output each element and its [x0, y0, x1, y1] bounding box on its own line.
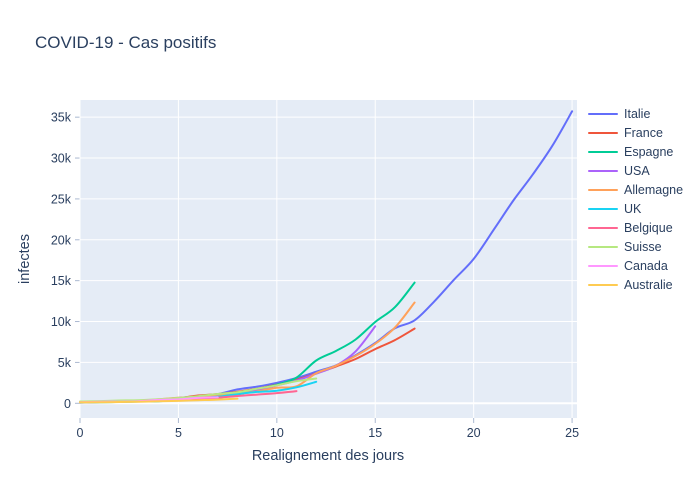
legend-item-espagne[interactable]: Espagne	[588, 142, 683, 161]
legend-label: Allemagne	[624, 182, 684, 197]
legend-line-swatch	[588, 207, 618, 210]
x-tick-label: 15	[368, 426, 382, 440]
legend: Italie France Espagne USA Allemagne UK Belgiqu…	[588, 104, 683, 294]
y-tick-label: 0	[64, 397, 71, 411]
legend-line-swatch	[588, 283, 618, 286]
legend-item-italie[interactable]: Italie	[588, 104, 683, 123]
plot-background[interactable]	[80, 100, 577, 418]
y-axis-title: infectes	[17, 234, 33, 284]
legend-item-canada[interactable]: Canada	[588, 256, 683, 275]
x-axis-title: Realignement des jours	[251, 448, 405, 464]
legend-line-swatch	[588, 150, 618, 153]
x-tick-label: 0	[77, 426, 84, 440]
legend-label: Espagne	[624, 144, 674, 159]
series-line-suisse[interactable]	[79, 377, 318, 403]
series-line-australie[interactable]	[79, 397, 239, 404]
y-tick-label: 10k	[51, 315, 72, 329]
legend-line-swatch	[588, 245, 618, 248]
legend-line-swatch	[588, 226, 618, 229]
x-tick-label: 20	[467, 426, 481, 440]
legend-label: UK	[624, 201, 642, 216]
x-tick-label: 5	[175, 426, 182, 440]
legend-line-swatch	[588, 169, 618, 172]
legend-item-suisse[interactable]: Suisse	[588, 237, 683, 256]
legend-item-allemagne[interactable]: Allemagne	[588, 180, 683, 199]
legend-item-belgique[interactable]: Belgique	[588, 218, 683, 237]
y-tick-label: 20k	[51, 233, 72, 247]
y-tick-label: 35k	[51, 111, 72, 125]
legend-line-swatch	[588, 131, 618, 134]
legend-label: Canada	[624, 258, 668, 273]
x-tick-label: 10	[270, 426, 284, 440]
legend-line-swatch	[588, 264, 618, 267]
legend-item-uk[interactable]: UK	[588, 199, 683, 218]
legend-item-usa[interactable]: USA	[588, 161, 683, 180]
y-tick-label: 15k	[51, 274, 72, 288]
legend-item-france[interactable]: France	[588, 123, 683, 142]
chart-title: COVID-19 - Cas positifs	[35, 33, 217, 52]
legend-label: Suisse	[624, 239, 662, 254]
legend-label: USA	[624, 163, 650, 178]
legend-item-australie[interactable]: Australie	[588, 275, 683, 294]
legend-label: Australie	[624, 277, 673, 292]
legend-label: Italie	[624, 106, 651, 121]
legend-line-swatch	[588, 112, 618, 115]
legend-label: Belgique	[624, 220, 673, 235]
y-tick-label: 30k	[51, 152, 72, 166]
legend-line-swatch	[588, 188, 618, 191]
x-tick-label: 25	[565, 426, 579, 440]
y-tick-label: 5k	[58, 356, 72, 370]
legend-label: France	[624, 125, 663, 140]
y-tick-label: 25k	[51, 192, 72, 206]
